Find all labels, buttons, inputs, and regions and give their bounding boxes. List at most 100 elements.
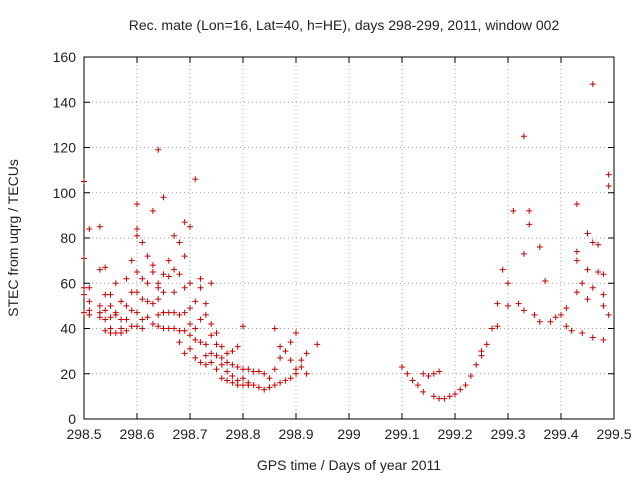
data-point bbox=[430, 370, 437, 377]
data-point bbox=[552, 314, 559, 321]
data-point bbox=[128, 307, 135, 314]
data-point bbox=[605, 311, 612, 318]
data-point bbox=[218, 375, 225, 382]
data-point bbox=[208, 280, 215, 287]
data-point bbox=[81, 284, 87, 291]
data-point bbox=[128, 257, 135, 264]
data-point bbox=[287, 375, 294, 382]
data-point bbox=[187, 320, 193, 327]
data-point bbox=[245, 366, 252, 373]
data-point bbox=[155, 311, 162, 318]
data-point bbox=[213, 330, 220, 337]
data-point bbox=[171, 266, 178, 273]
data-point bbox=[176, 239, 183, 246]
data-point bbox=[404, 370, 411, 377]
data-point bbox=[573, 257, 580, 264]
data-point bbox=[208, 320, 215, 327]
data-point bbox=[494, 300, 501, 307]
data-point bbox=[240, 382, 246, 389]
data-point bbox=[420, 370, 427, 377]
data-point bbox=[81, 178, 87, 185]
data-point bbox=[250, 368, 257, 375]
data-point bbox=[192, 176, 199, 183]
data-point bbox=[139, 296, 146, 303]
data-point bbox=[213, 352, 220, 359]
data-point bbox=[107, 291, 114, 298]
data-point bbox=[86, 284, 93, 291]
data-point bbox=[149, 268, 156, 275]
data-point bbox=[112, 280, 119, 287]
data-point bbox=[430, 393, 437, 400]
data-point bbox=[134, 268, 140, 275]
y-tick-labels: 0 20 40 60 80 100 120 140 160 bbox=[53, 49, 77, 427]
data-point bbox=[107, 314, 114, 321]
data-point bbox=[118, 298, 125, 305]
data-point bbox=[202, 361, 209, 368]
data-point bbox=[250, 382, 257, 389]
data-point bbox=[187, 345, 193, 352]
data-point bbox=[134, 225, 140, 232]
data-point bbox=[409, 377, 416, 384]
x-tick-label: 299 bbox=[337, 426, 361, 442]
data-point bbox=[536, 244, 543, 251]
data-point bbox=[181, 284, 188, 291]
data-point bbox=[102, 291, 109, 298]
data-point bbox=[457, 386, 464, 393]
data-point bbox=[118, 316, 125, 323]
data-point bbox=[197, 275, 204, 282]
y-tick-label: 0 bbox=[68, 411, 76, 427]
data-point bbox=[134, 201, 140, 208]
data-point bbox=[399, 363, 405, 370]
x-tick-label: 298.6 bbox=[119, 426, 154, 442]
data-point bbox=[605, 182, 612, 189]
data-point bbox=[112, 330, 119, 337]
data-point bbox=[181, 253, 188, 260]
grid bbox=[84, 57, 614, 419]
y-tick-label: 20 bbox=[60, 366, 76, 382]
data-point bbox=[134, 289, 140, 296]
data-point bbox=[287, 339, 294, 346]
data-point bbox=[192, 336, 199, 343]
data-point bbox=[86, 225, 93, 232]
y-tick-label: 140 bbox=[53, 94, 77, 110]
data-point bbox=[202, 341, 209, 348]
data-point bbox=[155, 284, 162, 291]
data-point bbox=[589, 334, 596, 341]
data-point bbox=[202, 311, 209, 318]
data-point bbox=[298, 357, 305, 364]
data-point bbox=[160, 271, 167, 278]
data-point bbox=[96, 223, 103, 230]
data-point bbox=[155, 296, 162, 303]
data-point bbox=[224, 350, 231, 357]
x-tick-label: 298.8 bbox=[225, 426, 260, 442]
data-point bbox=[589, 81, 596, 88]
data-point bbox=[96, 314, 103, 321]
data-point bbox=[187, 305, 193, 312]
data-point bbox=[234, 343, 241, 350]
x-tick-label: 298.7 bbox=[172, 426, 207, 442]
data-point bbox=[107, 302, 114, 309]
data-point bbox=[155, 146, 162, 153]
x-tick-label: 299.2 bbox=[437, 426, 472, 442]
data-point bbox=[600, 302, 607, 309]
x-tick-labels: 298.5 298.6 298.7 298.8 298.9 299 299.1 299.2 29… bbox=[66, 426, 631, 442]
data-point bbox=[96, 302, 103, 309]
data-point bbox=[197, 316, 204, 323]
data-point bbox=[208, 359, 215, 366]
data-point bbox=[298, 363, 305, 370]
data-point bbox=[494, 323, 501, 330]
data-point bbox=[144, 253, 151, 260]
data-point bbox=[505, 280, 511, 287]
data-point bbox=[452, 391, 458, 398]
data-point bbox=[526, 221, 533, 228]
data-point bbox=[314, 341, 321, 348]
x-tick-label: 299.4 bbox=[543, 426, 578, 442]
data-point bbox=[176, 327, 183, 334]
data-point bbox=[218, 361, 225, 368]
y-tick-label: 40 bbox=[60, 321, 76, 337]
data-point bbox=[282, 348, 289, 355]
data-point bbox=[229, 348, 236, 355]
data-point bbox=[144, 314, 151, 321]
y-tick-label: 120 bbox=[53, 140, 77, 156]
